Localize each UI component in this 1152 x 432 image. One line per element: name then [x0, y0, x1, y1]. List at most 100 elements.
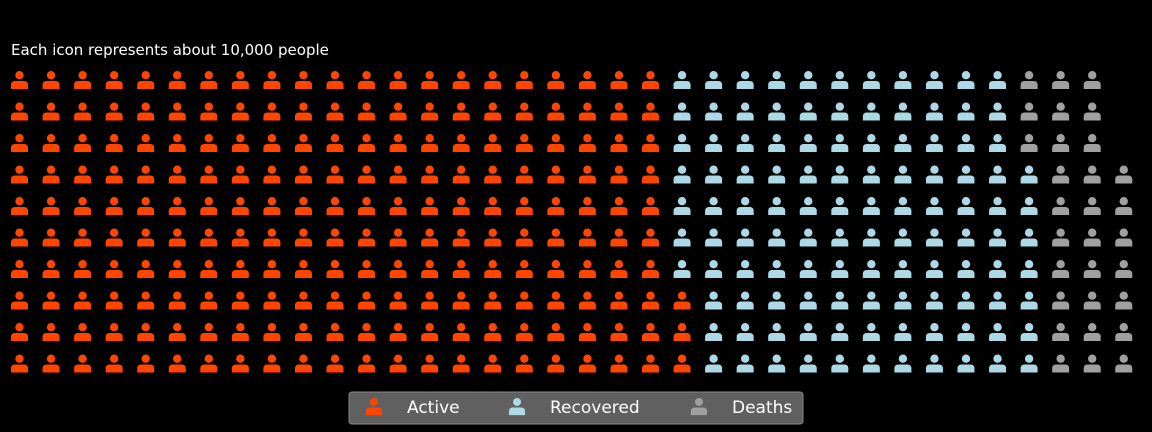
person-icon-active — [231, 291, 249, 310]
person-icon-deaths — [1052, 71, 1070, 89]
person-icon-active — [263, 102, 281, 121]
person-icon-deaths — [1020, 102, 1038, 121]
person-icon-active — [263, 260, 281, 278]
person-icon-active — [168, 228, 186, 247]
person-icon-active — [105, 71, 123, 89]
person-icon-active — [168, 354, 186, 373]
person-icon-active — [452, 102, 470, 121]
person-icon-active — [642, 102, 659, 121]
person-icon-active — [74, 71, 92, 89]
person-icon-active — [389, 71, 407, 89]
person-icon-recovered — [705, 291, 723, 310]
person-icon-active — [358, 260, 376, 278]
person-icon-active — [452, 291, 470, 310]
person-icon-recovered — [673, 165, 691, 184]
person-icon-active — [168, 102, 186, 121]
person-icon-active — [74, 291, 92, 310]
person-icon-active — [42, 291, 60, 310]
person-icon-active — [642, 134, 659, 152]
person-icon-active — [578, 323, 596, 341]
person-icon-active — [74, 260, 92, 278]
person-icon-active — [231, 228, 249, 247]
person-icon-recovered — [894, 165, 912, 184]
person-icon-active — [11, 228, 28, 247]
person-icon-active — [673, 323, 691, 341]
person-icon-active — [578, 228, 596, 247]
legend: Active Recovered Deaths — [348, 391, 804, 425]
person-icon-recovered — [1020, 165, 1038, 184]
person-icon-active — [42, 197, 60, 215]
person-icon-active — [42, 102, 60, 121]
person-icon-recovered — [799, 260, 817, 278]
person-icon-active — [452, 260, 470, 278]
person-icon-recovered — [925, 228, 943, 247]
person-icon-active — [358, 165, 376, 184]
person-icon-active — [547, 102, 565, 121]
person-icon-active — [547, 323, 565, 341]
person-icon-active — [515, 71, 533, 89]
person-icon-active — [200, 197, 218, 215]
person-icon-recovered — [736, 102, 754, 121]
person-icon-recovered — [957, 165, 975, 184]
person-icon-active — [421, 102, 439, 121]
person-icon-recovered — [1020, 354, 1038, 373]
person-icon-recovered — [989, 197, 1007, 215]
person-icon-recovered — [989, 354, 1007, 373]
person-icon-deaths — [1083, 354, 1101, 373]
person-icon-active — [484, 197, 502, 215]
legend-active-icon — [365, 398, 383, 416]
person-icon-recovered — [768, 354, 786, 373]
person-icon-active — [42, 323, 60, 341]
person-icon-recovered — [736, 323, 754, 341]
person-icon-recovered — [705, 165, 723, 184]
person-icon-active — [515, 291, 533, 310]
person-icon-active — [421, 260, 439, 278]
person-icon-active — [263, 228, 281, 247]
person-icon-active — [547, 291, 565, 310]
person-icon-active — [421, 71, 439, 89]
legend-label-active: Active — [407, 398, 460, 418]
person-icon-active — [200, 291, 218, 310]
person-icon-recovered — [831, 228, 849, 247]
person-icon-recovered — [862, 260, 880, 278]
person-icon-active — [389, 260, 407, 278]
person-icon-active — [11, 323, 28, 341]
person-icon-recovered — [831, 323, 849, 341]
person-icon-active — [74, 323, 92, 341]
person-icon-recovered — [831, 102, 849, 121]
person-icon-active — [515, 165, 533, 184]
person-icon-deaths — [1083, 102, 1101, 121]
person-icon-active — [578, 134, 596, 152]
person-icon-recovered — [957, 71, 975, 89]
person-icon-active — [11, 71, 28, 89]
person-icon-active — [642, 291, 659, 310]
person-icon-active — [105, 197, 123, 215]
person-icon-recovered — [925, 354, 943, 373]
person-icon-active — [610, 165, 628, 184]
person-icon-recovered — [894, 228, 912, 247]
person-icon-deaths — [1052, 197, 1070, 215]
person-icon-active — [42, 260, 60, 278]
person-icon-active — [105, 323, 123, 341]
person-icon-active — [105, 102, 123, 121]
person-icon-active — [294, 71, 312, 89]
person-icon-active — [673, 291, 691, 310]
person-icon-active — [326, 102, 344, 121]
person-icon-recovered — [736, 228, 754, 247]
person-icon-active — [389, 134, 407, 152]
person-icon-deaths — [1115, 291, 1133, 310]
person-icon-deaths — [1052, 260, 1070, 278]
person-icon-active — [421, 134, 439, 152]
person-icon-active — [294, 165, 312, 184]
person-icon-active — [200, 354, 218, 373]
person-icon-recovered — [705, 134, 723, 152]
person-icon-active — [168, 260, 186, 278]
person-icon-active — [547, 134, 565, 152]
person-icon-recovered — [894, 134, 912, 152]
person-icon-active — [42, 354, 60, 373]
person-icon-active — [231, 102, 249, 121]
person-icon-active — [515, 354, 533, 373]
person-icon-deaths — [1083, 228, 1101, 247]
person-icon-active — [484, 165, 502, 184]
